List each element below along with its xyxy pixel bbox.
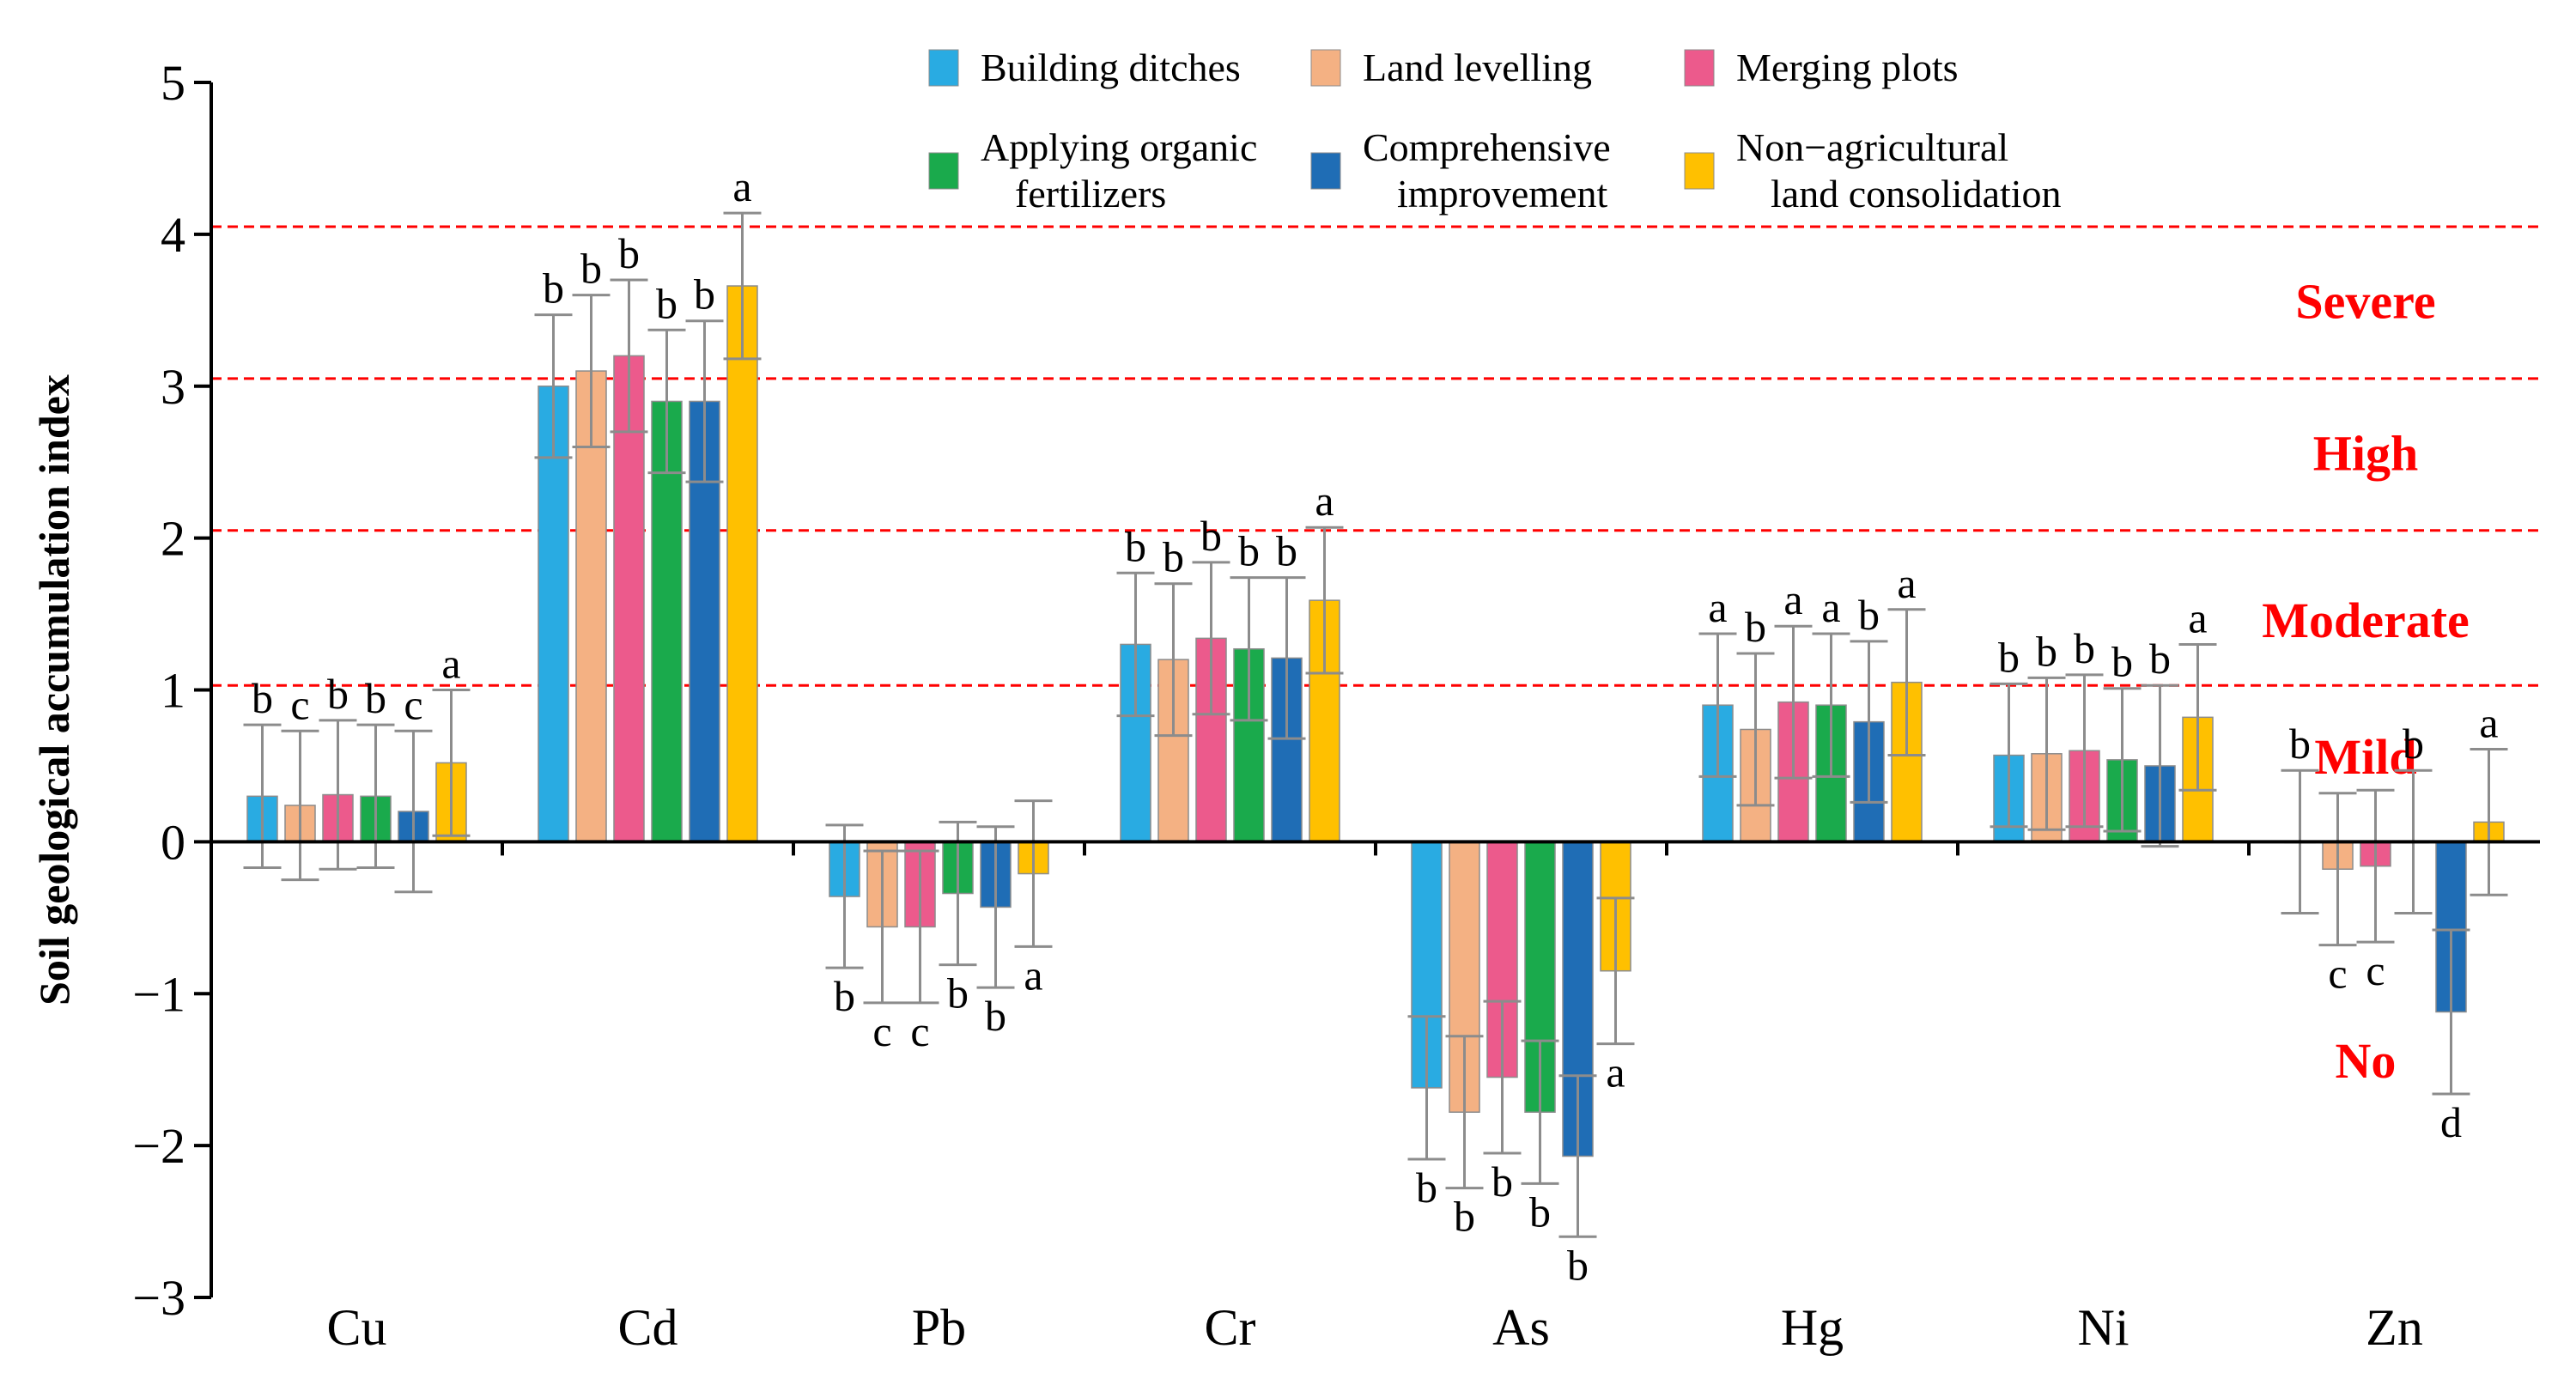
y-tick-label: 5	[161, 55, 185, 111]
significance-letter: c	[404, 680, 422, 728]
legend-label: Applying organic fertilizers	[981, 125, 1257, 216]
legend-label: Building ditches	[981, 46, 1241, 89]
legend-swatch	[928, 49, 959, 87]
bar	[726, 285, 758, 843]
significance-letter: c	[290, 680, 309, 728]
significance-letter: a	[1783, 575, 1802, 623]
bar	[575, 370, 607, 843]
significance-letter: d	[2440, 1098, 2462, 1146]
significance-letter: b	[834, 972, 855, 1020]
y-tick-label: 0	[161, 814, 185, 870]
significance-letter: b	[1567, 1241, 1589, 1289]
significance-letter: b	[2289, 720, 2311, 768]
significance-letter: a	[732, 162, 751, 210]
significance-letter: b	[1998, 633, 2020, 681]
significance-letter: b	[1416, 1163, 1437, 1212]
significance-letter: a	[1821, 583, 1840, 631]
significance-letter: b	[252, 674, 273, 722]
significance-letter: a	[1024, 951, 1042, 999]
significance-letter: a	[1897, 559, 1916, 607]
zone-label: Moderate	[2262, 592, 2470, 648]
legend-swatch	[928, 152, 959, 190]
significance-letter: c	[910, 1007, 929, 1055]
significance-letter: b	[1276, 527, 1297, 575]
category-label: Zn	[2366, 1299, 2423, 1356]
zone-label: Severe	[2295, 273, 2435, 329]
legend-label: Comprehensive improvement	[1363, 125, 1611, 216]
significance-letter: b	[618, 229, 640, 277]
category-label: Cd	[617, 1299, 677, 1356]
y-tick-label: 1	[161, 663, 185, 719]
category-label: Ni	[2078, 1299, 2129, 1356]
zone-labels: Severe High Moderate Mild No	[2262, 273, 2470, 1088]
axes: 5 4 3 2 1 0 −1 −2 −3 Cu Cd Pb Cr As Hg Ni Zn	[132, 55, 2540, 1356]
y-tick-label: −3	[132, 1270, 185, 1326]
significance-letter: b	[2111, 638, 2133, 686]
significance-letter: b	[580, 245, 602, 293]
significance-letter: b	[1125, 522, 1146, 570]
significance-letter: b	[2036, 627, 2057, 675]
significance-letter: c	[872, 1007, 891, 1055]
y-tick-label: 2	[161, 511, 185, 567]
significance-letter: b	[327, 670, 349, 718]
significance-letter: a	[1315, 477, 1334, 525]
significance-letter: b	[947, 969, 969, 1018]
significance-letter: b	[1492, 1157, 1513, 1206]
significance-letter: b	[2403, 720, 2424, 768]
zone-label: High	[2313, 425, 2419, 481]
significance-letter: b	[2074, 624, 2095, 672]
y-axis-label: Soil geological accumulation index	[30, 374, 78, 1005]
zone-label: No	[2336, 1033, 2397, 1089]
significance-letter: a	[1606, 1048, 1625, 1097]
significance-letter: b	[1238, 527, 1260, 575]
significance-letter: b	[543, 264, 564, 313]
y-tick-label: −2	[132, 1118, 185, 1174]
y-tick-label: 4	[161, 207, 185, 263]
significance-letter: c	[2366, 946, 2385, 994]
legend: Building ditches Land levelling Merging pl…	[928, 46, 2062, 216]
significance-letter: b	[365, 674, 386, 722]
category-label: Cu	[326, 1299, 386, 1356]
significance-letter: b	[1163, 533, 1184, 581]
category-label: Hg	[1781, 1299, 1844, 1356]
significance-letter: b	[1200, 512, 1222, 560]
legend-swatch	[1310, 152, 1341, 190]
significance-letter: b	[2149, 635, 2171, 683]
category-label: As	[1492, 1299, 1550, 1356]
bar	[651, 400, 683, 843]
significance-letter: a	[1708, 583, 1727, 631]
y-tick-label: 3	[161, 359, 185, 415]
legend-swatch	[1310, 49, 1341, 87]
significance-letter: a	[441, 640, 460, 688]
significance-letter: c	[2328, 950, 2347, 998]
legend-swatch	[1684, 152, 1715, 190]
legend-label: Land levelling	[1363, 46, 1592, 89]
significance-letter: b	[656, 279, 677, 327]
reference-lines	[211, 225, 2540, 687]
significance-letter: a	[2188, 593, 2207, 641]
significance-letter: b	[1745, 603, 1766, 651]
y-tick-label: −1	[132, 966, 185, 1022]
category-label: Cr	[1205, 1299, 1256, 1356]
significance-letter: b	[1529, 1188, 1551, 1236]
significance-letter: b	[1858, 591, 1880, 639]
significance-letter: b	[694, 270, 715, 319]
significance-letter: b	[985, 992, 1006, 1040]
legend-label: Merging plots	[1736, 46, 1959, 89]
zone-label: Mild	[2314, 729, 2416, 785]
significance-letter: a	[2479, 698, 2498, 746]
significance-letter: b	[1454, 1193, 1475, 1241]
legend-label: Non−agricultural land consolidation	[1736, 125, 2062, 216]
legend-swatch	[1684, 49, 1715, 87]
category-label: Pb	[912, 1299, 966, 1356]
